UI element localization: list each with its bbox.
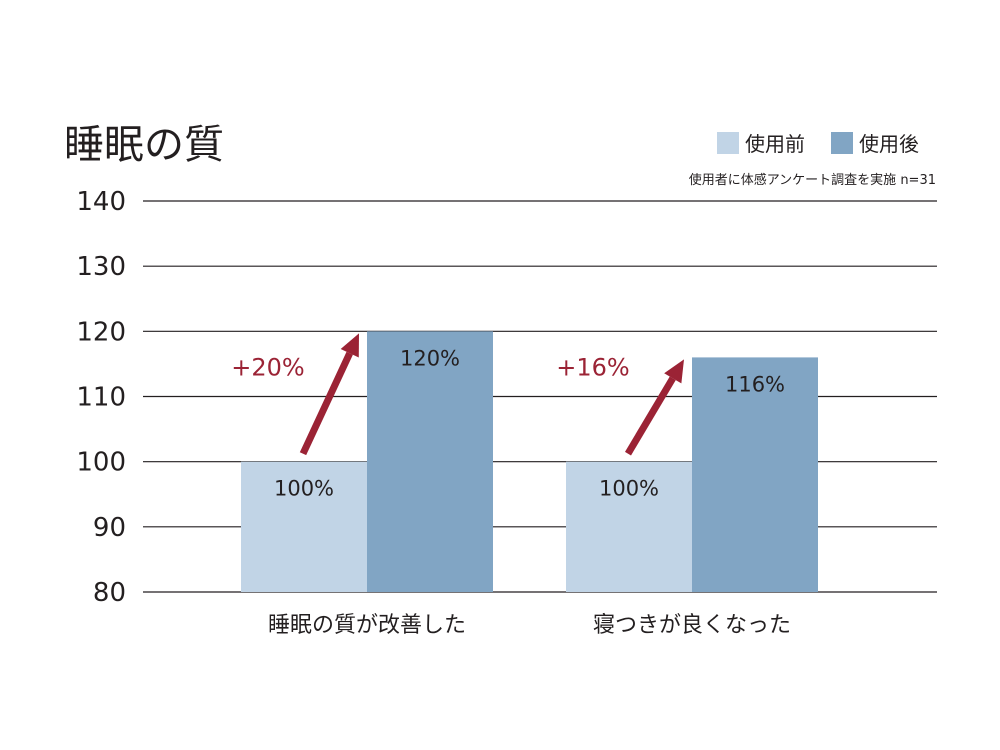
increase-arrow [299,351,353,456]
bars [241,331,818,592]
bar [241,461,367,592]
chart-title: 睡眠の質 [64,122,224,168]
bar [692,357,818,592]
y-tick-label: 100 [76,448,126,478]
y-tick-label: 130 [76,252,126,282]
y-tick-label: 80 [93,578,126,608]
bar [367,331,493,592]
increase-label: +16% [556,354,629,382]
bar-labels: 100% 120% +20% 100% 116% +16% [231,346,785,500]
bar [566,461,692,592]
y-tick-label: 120 [76,317,126,347]
category-label: 寝つきが良くなった [593,613,791,638]
legend-swatch-after [831,132,853,154]
increase-arrow-head [664,359,684,384]
x-axis-categories: 睡眠の質が改善した 寝つきが良くなった [268,613,791,638]
legend: 使用前 使用後 [717,132,919,156]
y-tick-label: 90 [93,513,126,543]
survey-note: 使用者に体感アンケート調査を実施 n=31 [689,172,936,188]
category-label: 睡眠の質が改善した [268,613,466,638]
legend-swatch-before [717,132,739,154]
y-axis-ticks: 80 90 100 110 120 130 140 [76,187,126,608]
bar-value-label: 116% [725,372,785,396]
increase-label: +20% [231,354,304,382]
increase-arrows [299,333,684,456]
bar-value-label: 100% [599,477,659,501]
y-tick-label: 110 [76,383,126,413]
bar-value-label: 120% [400,346,460,370]
increase-arrow [624,376,676,456]
y-tick-label: 140 [76,187,126,217]
legend-label-after: 使用後 [859,132,919,156]
legend-label-before: 使用前 [745,132,805,156]
increase-arrow-head [340,333,359,358]
bar-value-label: 100% [274,477,334,501]
